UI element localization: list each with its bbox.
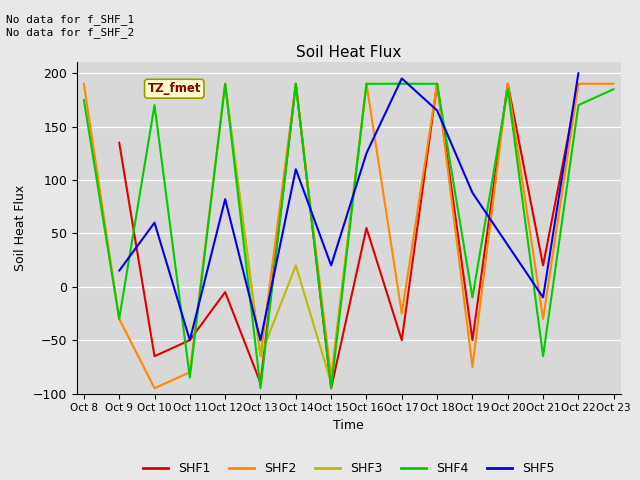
- SHF3: [221, 81, 229, 87]
- Y-axis label: Soil Heat Flux: Soil Heat Flux: [14, 185, 27, 271]
- SHF2: [221, 81, 229, 87]
- SHF4: [292, 81, 300, 87]
- SHF2: [292, 81, 300, 87]
- SHF5: [221, 196, 229, 202]
- SHF1: [540, 263, 547, 268]
- SHF5: [327, 263, 335, 268]
- Line: SHF3: SHF3: [225, 84, 367, 383]
- SHF2: [150, 385, 158, 391]
- SHF5: [363, 150, 371, 156]
- SHF1: [575, 81, 582, 87]
- SHF4: [186, 375, 194, 381]
- SHF4: [80, 97, 88, 103]
- SHF2: [575, 81, 582, 87]
- SHF2: [610, 81, 618, 87]
- SHF2: [433, 81, 441, 87]
- Line: SHF4: SHF4: [84, 84, 614, 388]
- SHF5: [292, 167, 300, 172]
- SHF4: [363, 81, 371, 87]
- SHF1: [327, 385, 335, 391]
- Line: SHF1: SHF1: [119, 84, 579, 388]
- SHF1: [186, 337, 194, 343]
- SHF4: [610, 86, 618, 92]
- SHF2: [327, 375, 335, 381]
- SHF1: [257, 380, 264, 386]
- Text: TZ_fmet: TZ_fmet: [147, 82, 201, 95]
- SHF1: [398, 337, 406, 343]
- SHF4: [433, 81, 441, 87]
- SHF4: [257, 385, 264, 391]
- SHF1: [363, 225, 371, 231]
- SHF2: [468, 364, 476, 370]
- SHF4: [504, 86, 511, 92]
- SHF5: [468, 190, 476, 196]
- SHF4: [221, 81, 229, 87]
- SHF3: [363, 81, 371, 87]
- SHF2: [504, 81, 511, 87]
- SHF4: [398, 81, 406, 87]
- SHF5: [575, 70, 582, 76]
- SHF2: [363, 81, 371, 87]
- SHF3: [292, 263, 300, 268]
- SHF5: [150, 220, 158, 226]
- SHF5: [540, 295, 547, 300]
- SHF1: [504, 81, 511, 87]
- SHF2: [80, 81, 88, 87]
- SHF1: [433, 81, 441, 87]
- SHF4: [327, 385, 335, 391]
- SHF5: [433, 108, 441, 113]
- Text: No data for f_SHF_1
No data for f_SHF_2: No data for f_SHF_1 No data for f_SHF_2: [6, 14, 134, 38]
- SHF4: [540, 353, 547, 359]
- SHF2: [540, 316, 547, 322]
- SHF2: [398, 311, 406, 316]
- SHF3: [257, 353, 264, 359]
- SHF5: [186, 337, 194, 343]
- SHF1: [115, 140, 123, 145]
- SHF3: [327, 380, 335, 386]
- Line: SHF2: SHF2: [84, 84, 614, 388]
- SHF5: [398, 75, 406, 81]
- X-axis label: Time: Time: [333, 419, 364, 432]
- SHF1: [292, 81, 300, 87]
- SHF1: [150, 353, 158, 359]
- Title: Soil Heat Flux: Soil Heat Flux: [296, 45, 401, 60]
- Line: SHF5: SHF5: [119, 73, 579, 340]
- SHF4: [115, 316, 123, 322]
- SHF2: [115, 316, 123, 322]
- SHF4: [468, 295, 476, 300]
- SHF2: [186, 369, 194, 375]
- SHF4: [575, 102, 582, 108]
- SHF1: [221, 289, 229, 295]
- SHF1: [468, 337, 476, 343]
- SHF5: [115, 268, 123, 274]
- SHF5: [257, 337, 264, 343]
- SHF2: [257, 353, 264, 359]
- SHF4: [150, 102, 158, 108]
- Legend: SHF1, SHF2, SHF3, SHF4, SHF5: SHF1, SHF2, SHF3, SHF4, SHF5: [138, 457, 560, 480]
